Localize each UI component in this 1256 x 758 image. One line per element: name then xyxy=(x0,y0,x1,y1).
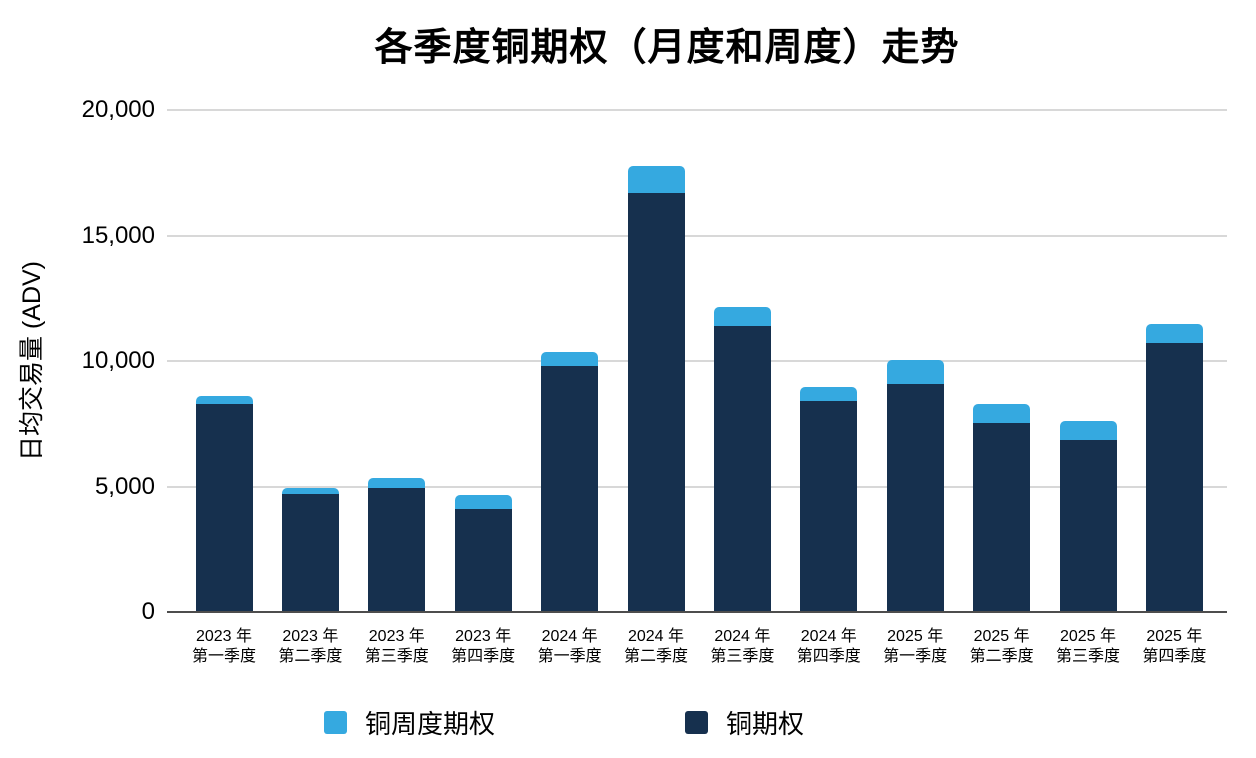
bar-2023年-第一季度 xyxy=(195,396,253,612)
bar-segment-铜期权 xyxy=(886,383,944,612)
bar-segment-铜周度期权 xyxy=(541,351,599,367)
bar-segment-铜周度期权 xyxy=(454,495,512,510)
bar-segment-铜周度期权 xyxy=(281,488,339,495)
x-tick-year: 2025 年 xyxy=(887,628,944,645)
bar-segment-铜周度期权 xyxy=(713,307,771,326)
x-tick-label-5: 2024 年第一季度 xyxy=(515,627,625,667)
bar-2023年-第四季度 xyxy=(454,495,512,612)
legend: 铜周度期权 铜期权 xyxy=(0,708,1256,739)
x-tick-year: 2023 年 xyxy=(195,628,253,645)
bar-segment-铜期权 xyxy=(368,487,426,612)
gridline-15000 xyxy=(167,234,1227,237)
x-tick-year: 2024 年 xyxy=(627,628,685,645)
bar-segment-铜周度期权 xyxy=(1145,324,1203,344)
y-tick-label-20000: 20,000 xyxy=(81,96,155,123)
x-tick-label-7: 2024 年第三季度 xyxy=(687,627,797,667)
x-tick-label-1: 2023 年第一季度 xyxy=(169,627,279,667)
legend-label-铜周度期权: 铜周度期权 xyxy=(365,708,496,739)
x-tick-quarter: 第三季度 xyxy=(1055,648,1120,665)
x-tick-year: 2025 年 xyxy=(1059,628,1117,645)
bar-segment-铜期权 xyxy=(1059,440,1117,612)
x-tick-label-3: 2023 年第三季度 xyxy=(342,627,452,667)
bar-2024年-第一季度 xyxy=(541,351,599,612)
bar-segment-铜周度期权 xyxy=(800,386,858,402)
x-tick-quarter: 第四季度 xyxy=(1142,648,1207,665)
bar-2024年-第三季度 xyxy=(713,307,771,612)
x-tick-quarter: 第二季度 xyxy=(278,648,343,665)
bar-segment-铜周度期权 xyxy=(1059,421,1117,441)
bar-2023年-第二季度 xyxy=(281,488,339,612)
y-tick-label-5000: 5,000 xyxy=(94,472,155,500)
legend-item-铜期权: 铜期权 xyxy=(685,708,804,739)
gridline-10000 xyxy=(167,360,1227,362)
bar-segment-铜周度期权 xyxy=(627,165,685,193)
bar-2023年-第三季度 xyxy=(368,477,426,612)
bar-segment-铜期权 xyxy=(1145,343,1203,612)
bar-segment-铜期权 xyxy=(973,422,1031,612)
legend-item-铜周度期权: 铜周度期权 xyxy=(324,708,495,739)
x-tick-quarter: 第四季度 xyxy=(796,648,861,665)
x-tick-year: 2024 年 xyxy=(541,628,598,645)
x-tick-quarter: 第四季度 xyxy=(451,648,516,665)
x-tick-quarter: 第一季度 xyxy=(191,648,256,665)
x-tick-year: 2024 年 xyxy=(714,628,771,645)
gridline-20000 xyxy=(167,109,1227,111)
x-tick-quarter: 第二季度 xyxy=(623,648,688,665)
x-tick-year: 2025 年 xyxy=(973,628,1030,645)
chart-title: 各季度铜期权（月度和周度）走势 xyxy=(374,27,960,69)
x-tick-label-12: 2025 年第四季度 xyxy=(1119,627,1229,667)
y-axis-tick-labels: 0 5,000 10,000 15,000 20,000 xyxy=(0,96,155,625)
legend-label-铜期权: 铜期权 xyxy=(726,708,805,739)
bar-2025年-第三季度 xyxy=(1059,421,1117,612)
x-tick-quarter: 第二季度 xyxy=(969,648,1034,665)
bar-segment-铜期权 xyxy=(281,494,339,612)
x-tick-label-2: 2023 年第二季度 xyxy=(255,627,365,667)
x-tick-label-8: 2024 年第四季度 xyxy=(774,627,884,667)
x-tick-label-9: 2025 年第一季度 xyxy=(860,627,970,667)
y-tick-label-0: 0 xyxy=(141,598,155,625)
x-tick-quarter: 第三季度 xyxy=(364,648,429,665)
bar-segment-铜周度期权 xyxy=(368,477,426,488)
legend-swatch-铜期权 xyxy=(685,710,708,734)
x-tick-label-10: 2025 年第二季度 xyxy=(947,627,1057,667)
x-tick-year: 2023 年 xyxy=(368,628,425,645)
plot-area xyxy=(167,109,1227,613)
x-tick-quarter: 第一季度 xyxy=(883,648,948,665)
bar-segment-铜期权 xyxy=(454,509,512,612)
x-axis-labels: 2023 年第一季度 2023 年第二季度 2023 年第三季度 2023 年第四季度… xyxy=(167,627,1227,671)
bar-2024年-第二季度 xyxy=(627,165,685,612)
y-tick-label-15000: 15,000 xyxy=(81,221,155,249)
bar-segment-铜周度期权 xyxy=(973,403,1031,423)
x-tick-quarter: 第三季度 xyxy=(710,648,775,665)
bar-segment-铜期权 xyxy=(195,403,253,612)
legend-swatch-铜周度期权 xyxy=(324,710,347,734)
x-tick-label-11: 2025 年第三季度 xyxy=(1033,627,1143,667)
bar-segment-铜期权 xyxy=(713,325,771,612)
x-tick-quarter: 第一季度 xyxy=(537,648,602,665)
x-tick-label-4: 2023 年第四季度 xyxy=(428,627,538,667)
x-tick-label-6: 2024 年第二季度 xyxy=(601,627,711,667)
bar-segment-铜期权 xyxy=(627,192,685,612)
gridline-5000 xyxy=(167,485,1227,488)
y-tick-label-10000: 10,000 xyxy=(81,347,155,374)
bar-2025年-第一季度 xyxy=(886,360,944,612)
bar-segment-铜期权 xyxy=(541,366,599,612)
bar-2024年-第四季度 xyxy=(800,386,858,612)
x-tick-year: 2025 年 xyxy=(1146,628,1203,645)
bar-segment-铜周度期权 xyxy=(886,360,944,384)
x-tick-year: 2023 年 xyxy=(282,628,339,645)
bar-2025年-第二季度 xyxy=(973,403,1031,612)
x-axis-line xyxy=(167,611,1227,613)
bar-2025年-第四季度 xyxy=(1145,324,1203,612)
bar-segment-铜期权 xyxy=(800,401,858,612)
bar-segment-铜周度期权 xyxy=(195,396,253,404)
x-tick-year: 2023 年 xyxy=(455,628,512,645)
x-tick-year: 2024 年 xyxy=(800,628,857,645)
